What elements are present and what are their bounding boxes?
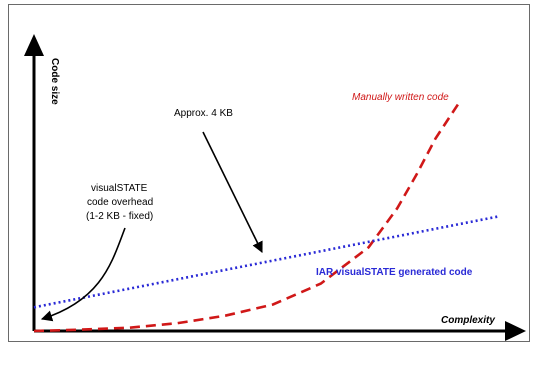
y-axis-label: Code size bbox=[49, 58, 60, 105]
x-axis-label: Complexity bbox=[441, 315, 495, 326]
annotation-overhead-line-3: (1-2 KB - fixed) bbox=[86, 211, 153, 222]
series-line-manual bbox=[33, 101, 461, 333]
annotation-approx: Approx. 4 KB bbox=[174, 108, 233, 119]
series-line-iar bbox=[33, 215, 498, 309]
annotation-overhead-line-2: code overhead bbox=[87, 197, 153, 208]
y-axis-arrow-icon bbox=[24, 34, 44, 56]
series-label-manual: Manually written code bbox=[352, 92, 449, 103]
x-axis-arrow-icon bbox=[505, 321, 526, 341]
annotation-overhead-line-1: visualSTATE bbox=[91, 183, 148, 194]
annotation-arrow-approx bbox=[202, 131, 263, 254]
annotation-arrow-overhead bbox=[40, 227, 126, 322]
series-label-iar: IAR visualSTATE generated code bbox=[316, 267, 473, 278]
